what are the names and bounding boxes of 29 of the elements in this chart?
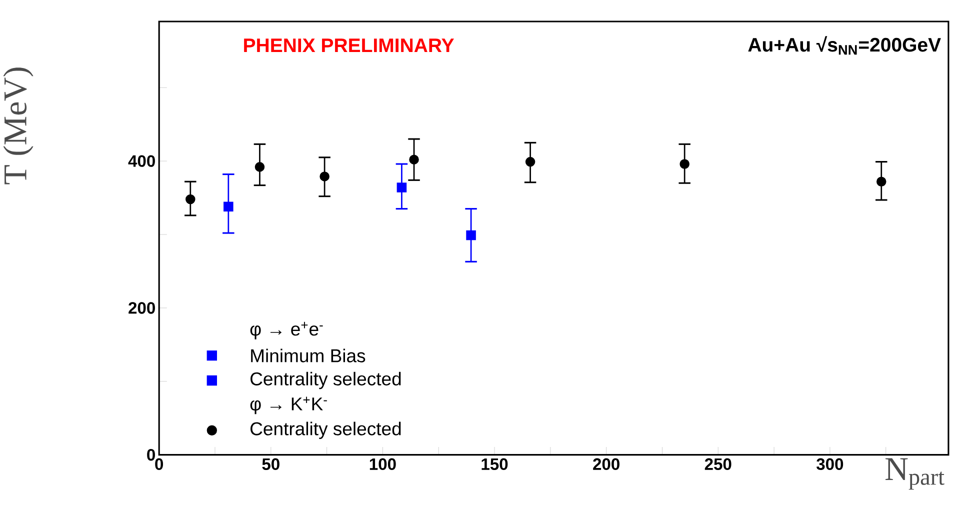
x-tick-label: 100 — [370, 458, 396, 470]
x-tick-label: 150 — [482, 458, 508, 470]
point — [680, 158, 690, 169]
point — [224, 202, 234, 212]
y-tick-label: 200 — [128, 302, 155, 314]
annotation: φ → e$^{+}$e$^{-}$ — [250, 322, 323, 340]
point — [409, 154, 419, 164]
point — [876, 176, 886, 186]
annotation: Au+Au √s$_{NN}$=200GeV — [748, 36, 941, 54]
point — [525, 156, 536, 167]
x-tick-label: 300 — [816, 458, 844, 470]
y-tick-label: 0 — [147, 448, 155, 461]
x-tick-label: 0 — [155, 458, 164, 470]
point — [254, 162, 265, 172]
point — [466, 230, 476, 240]
annotation: φ → K$^{+}$K$^{-}$ — [250, 396, 327, 414]
x-tick-label: 200 — [593, 458, 620, 470]
legend-label: Centrality selected — [250, 422, 401, 439]
legend-label: Centrality selected — [250, 372, 401, 389]
x-tick-label: 50 — [262, 458, 280, 470]
point — [320, 171, 330, 182]
annotation: PHENIX PRELIMINARY — [244, 38, 454, 52]
legend-label: Minimum Bias — [251, 348, 366, 362]
y-tick-label: 400 — [128, 155, 155, 167]
y-axis-title: T (MeV) — [3, 67, 34, 184]
point — [186, 194, 196, 204]
x-axis-title: N$_{part}$ — [885, 458, 944, 490]
point — [396, 182, 407, 192]
x-tick-label: 250 — [704, 458, 732, 470]
